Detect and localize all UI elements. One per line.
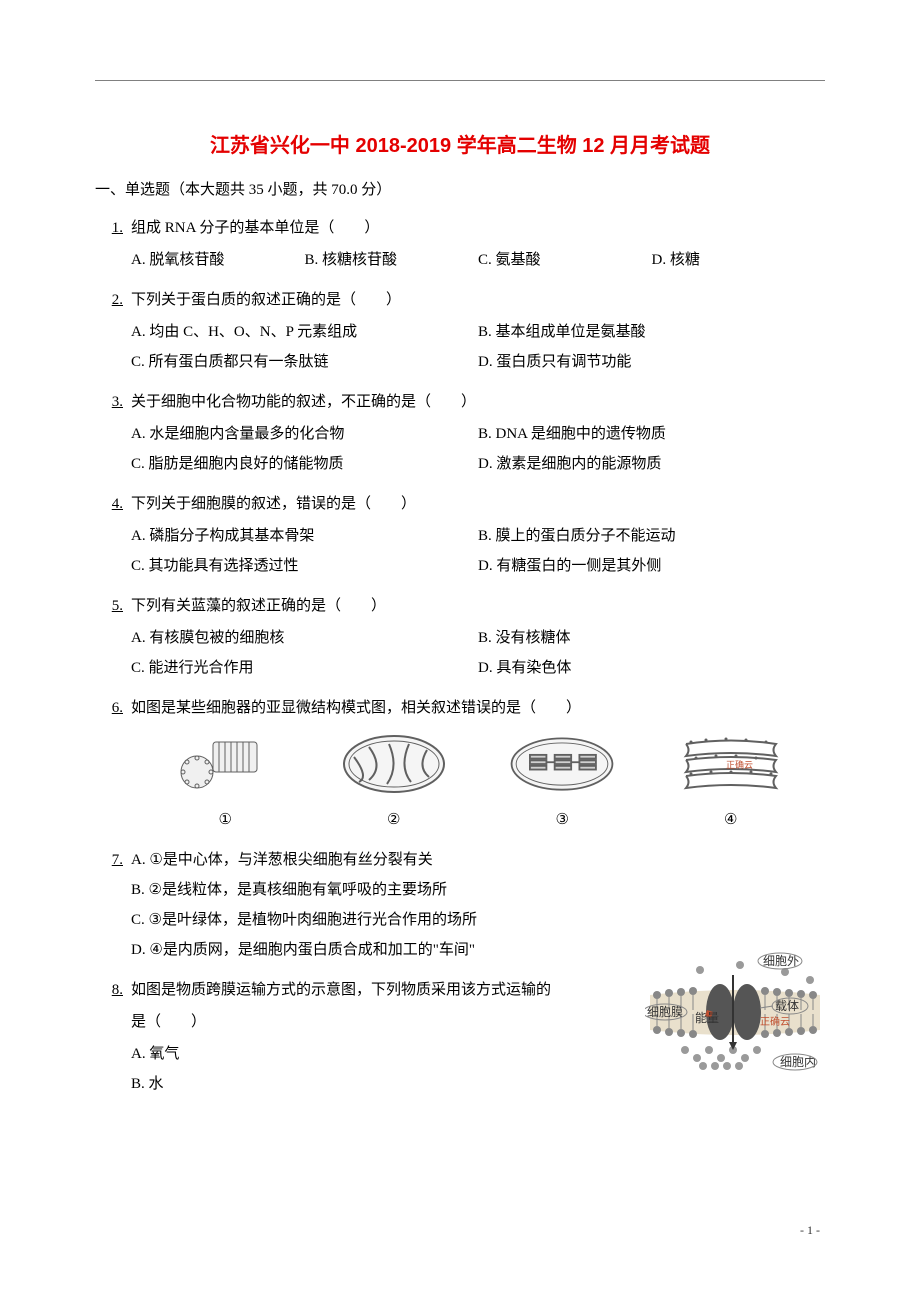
option-d: D. 激素是细胞内的能源物质 xyxy=(478,449,825,479)
question-number: 7. xyxy=(95,845,123,875)
option-a: A. 脱氧核苷酸 xyxy=(131,245,305,275)
question-stem: 如图是某些细胞器的亚显微结构模式图，相关叙述错误的是（ ） xyxy=(131,693,825,723)
option-c: C. 其功能具有选择透过性 xyxy=(131,551,478,581)
figure-label-1: ① xyxy=(170,805,280,835)
question-options: A. 有核膜包被的细胞核 B. 没有核糖体 C. 能进行光合作用 D. 具有染色… xyxy=(131,623,825,683)
question-number: 1. xyxy=(95,213,123,243)
option-d: D. 蛋白质只有调节功能 xyxy=(478,347,825,377)
question-stem: 下列有关蓝藻的叙述正确的是（ ） xyxy=(131,591,825,621)
svg-text:正确云: 正确云 xyxy=(726,759,753,770)
option-c: C. 氨基酸 xyxy=(478,245,652,275)
question-1: 1. 组成 RNA 分子的基本单位是（ ） A. 脱氧核苷酸 B. 核糖核苷酸 … xyxy=(95,213,825,275)
question-options: A. 水是细胞内含量最多的化合物 B. DNA 是细胞中的遗传物质 C. 脂肪是… xyxy=(131,419,825,479)
option-a: A. ①是中心体，与洋葱根尖细胞有丝分裂有关 xyxy=(131,845,635,875)
option-a: A. 水是细胞内含量最多的化合物 xyxy=(131,419,478,449)
question-options: A. 氧气 B. 水 xyxy=(131,1039,635,1099)
figure-label-3: ③ xyxy=(507,805,617,835)
question-7: 7. A. ①是中心体，与洋葱根尖细胞有丝分裂有关 B. ②是线粒体，是真核细胞… xyxy=(95,845,825,965)
question-stem: 下列关于细胞膜的叙述，错误的是（ ） xyxy=(131,489,825,519)
section-header: 一、单选题（本大题共 35 小题，共 70.0 分） xyxy=(95,178,825,199)
question-number: 2. xyxy=(95,285,123,315)
option-c: C. 能进行光合作用 xyxy=(131,653,478,683)
option-c: C. 脂肪是细胞内良好的储能物质 xyxy=(131,449,478,479)
question-number: 5. xyxy=(95,591,123,621)
label-membrane: 细胞膜 xyxy=(647,1005,683,1019)
label-outside: 细胞外 xyxy=(763,954,799,968)
option-a: A. 磷脂分子构成其基本骨架 xyxy=(131,521,478,551)
question-stem-cont: 是（ ） xyxy=(131,1007,635,1037)
option-d: D. 有糖蛋白的一侧是其外侧 xyxy=(478,551,825,581)
figure-label-2: ② xyxy=(339,805,449,835)
question-2: 2. 下列关于蛋白质的叙述正确的是（ ） A. 均由 C、H、O、N、P 元素组… xyxy=(95,285,825,377)
question-number: 6. xyxy=(95,693,123,723)
figure-label-4: ④ xyxy=(676,805,786,835)
label-inside: 细胞内 xyxy=(780,1055,816,1069)
option-b: B. 基本组成单位是氨基酸 xyxy=(478,317,825,347)
page-title: 江苏省兴化一中 2018-2019 学年高二生物 12 月月考试题 xyxy=(95,129,825,158)
option-b: B. 水 xyxy=(131,1069,635,1099)
option-b: B. ②是线粒体，是真核细胞有氧呼吸的主要场所 xyxy=(131,875,635,905)
top-rule xyxy=(95,80,825,81)
endoplasmic-reticulum-icon: 正确云 xyxy=(676,729,786,799)
option-a: A. 均由 C、H、O、N、P 元素组成 xyxy=(131,317,478,347)
page-number: - 1 - xyxy=(800,1223,820,1238)
option-c: C. ③是叶绿体，是植物叶肉细胞进行光合作用的场所 xyxy=(131,905,635,935)
question-stem: 关于细胞中化合物功能的叙述，不正确的是（ ） xyxy=(131,387,825,417)
option-b: B. DNA 是细胞中的遗传物质 xyxy=(478,419,825,449)
organelle-figure-row: ① ② xyxy=(131,729,825,835)
chloroplast-icon xyxy=(507,729,617,799)
question-5: 5. 下列有关蓝藻的叙述正确的是（ ） A. 有核膜包被的细胞核 B. 没有核糖… xyxy=(95,591,825,683)
centriole-icon xyxy=(170,729,280,799)
option-d: D. ④是内质网，是细胞内蛋白质合成和加工的"车间" xyxy=(131,935,635,965)
option-a: A. 氧气 xyxy=(131,1039,635,1069)
option-d: D. 具有染色体 xyxy=(478,653,825,683)
question-stem: 下列关于蛋白质的叙述正确的是（ ） xyxy=(131,285,825,315)
option-d: D. 核糖 xyxy=(652,245,826,275)
question-options: A. 脱氧核苷酸 B. 核糖核苷酸 C. 氨基酸 D. 核糖 xyxy=(131,245,825,275)
option-a: A. 有核膜包被的细胞核 xyxy=(131,623,478,653)
option-b: B. 膜上的蛋白质分子不能运动 xyxy=(478,521,825,551)
option-c: C. 所有蛋白质都只有一条肽链 xyxy=(131,347,478,377)
question-options: A. 磷脂分子构成其基本骨架 B. 膜上的蛋白质分子不能运动 C. 其功能具有选… xyxy=(131,521,825,581)
question-4: 4. 下列关于细胞膜的叙述，错误的是（ ） A. 磷脂分子构成其基本骨架 B. … xyxy=(95,489,825,581)
question-number: 8. xyxy=(95,975,123,1005)
membrane-transport-figure: 细胞外 细胞膜 能量 载体 细胞内 正确云 xyxy=(645,950,825,1075)
option-b: B. 核糖核苷酸 xyxy=(305,245,479,275)
label-carrier: 载体 xyxy=(775,999,799,1013)
question-stem: 如图是物质跨膜运输方式的示意图，下列物质采用该方式运输的 xyxy=(131,975,635,1005)
question-stem: 组成 RNA 分子的基本单位是（ ） xyxy=(131,213,825,243)
option-b: B. 没有核糖体 xyxy=(478,623,825,653)
question-options: A. ①是中心体，与洋葱根尖细胞有丝分裂有关 B. ②是线粒体，是真核细胞有氧呼… xyxy=(131,845,635,965)
mitochondrion-icon xyxy=(339,729,449,799)
question-number: 4. xyxy=(95,489,123,519)
question-options: A. 均由 C、H、O、N、P 元素组成 B. 基本组成单位是氨基酸 C. 所有… xyxy=(131,317,825,377)
question-3: 3. 关于细胞中化合物功能的叙述，不正确的是（ ） A. 水是细胞内含量最多的化… xyxy=(95,387,825,479)
question-6: 6. 如图是某些细胞器的亚显微结构模式图，相关叙述错误的是（ ） xyxy=(95,693,825,835)
question-number: 3. xyxy=(95,387,123,417)
label-energy: 能量 xyxy=(695,1011,719,1025)
watermark: 正确云 xyxy=(760,1015,790,1028)
